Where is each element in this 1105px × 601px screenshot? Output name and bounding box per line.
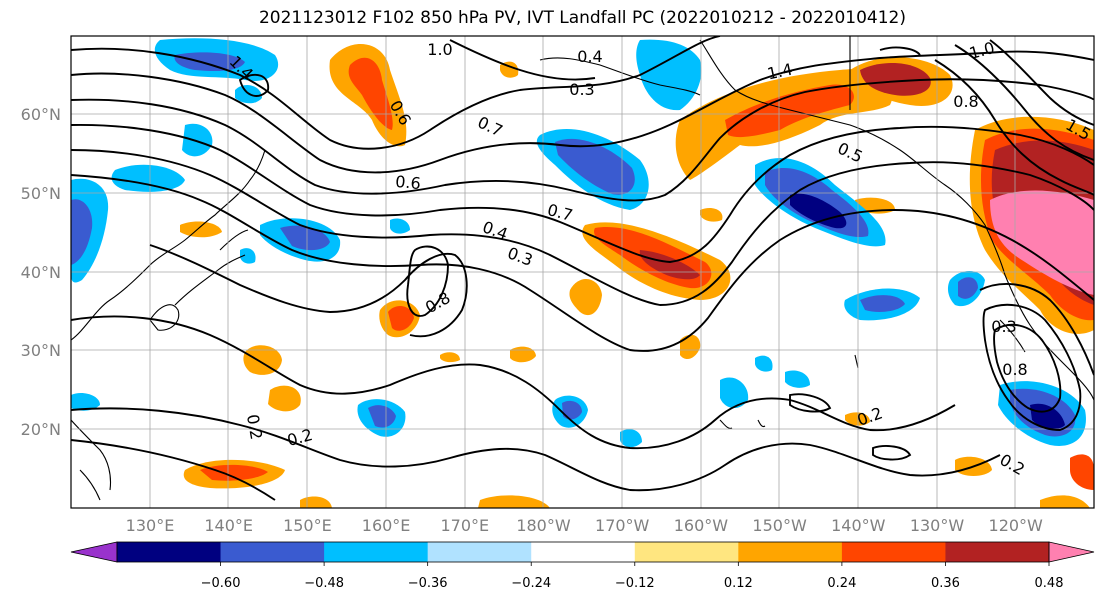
latitude-label: 60°N [21, 105, 61, 124]
colorbar-tick-label: −0.36 [408, 576, 448, 591]
longitude-label: 140°W [831, 516, 886, 535]
pv-negative-area [785, 370, 810, 388]
longitude-label: 160°W [674, 516, 729, 535]
colorbar-tick-label: −0.12 [615, 576, 655, 591]
colorbar-tick-label: 0.12 [724, 576, 753, 591]
colorbar-tick-labels: −0.60 −0.48 −0.36 −0.24 −0.12 0.12 0.24 0.36 0.4… [201, 562, 1064, 591]
longitude-label: 140°E [204, 516, 253, 535]
colorbar-segment [324, 542, 429, 562]
longitude-label: 130°W [910, 516, 965, 535]
longitude-label: 150°E [283, 516, 332, 535]
longitude-labels: 130°E 140°E 150°E 160°E 170°E 180°W 170°W 160°W… [126, 516, 1043, 535]
pv-negative-area [790, 193, 847, 229]
pv-positive-area [200, 464, 268, 481]
contour-label: 0.8 [1002, 360, 1027, 379]
latitude-label: 40°N [21, 263, 61, 282]
longitude-label: 180°W [516, 516, 571, 535]
pv-negative-area [636, 39, 702, 111]
contour-label: 0.2 [243, 413, 266, 441]
pv-positive-area [243, 345, 282, 375]
pv-positive-area [845, 412, 870, 426]
pv-positive-area [725, 84, 854, 138]
colorbar-outline [116, 541, 1050, 563]
colorbar [70, 541, 1095, 563]
pv-positive-area [569, 279, 602, 316]
pv-negative-area [280, 225, 330, 251]
map-panel: 1.0 0.40.31.41.00.80.70.60.70.40.30.51.50… [70, 35, 1095, 509]
latitude-label: 50°N [21, 184, 61, 203]
contour-label: 1.0 [427, 40, 452, 59]
colorbar-tick-label: −0.24 [511, 576, 551, 591]
contour-label: 0.4 [577, 47, 602, 66]
longitude-label: 150°W [752, 516, 807, 535]
pv-positive-area [680, 334, 701, 360]
pv-positive-area [440, 352, 460, 363]
pv-positive-area [180, 221, 222, 238]
latitude-label: 20°N [21, 420, 61, 439]
pv-negative-area [174, 52, 245, 72]
pv-positive-area [860, 63, 931, 96]
colorbar-segment [738, 542, 843, 562]
pv-positive-area [510, 346, 536, 363]
pv-negative-area [755, 355, 773, 372]
pv-negative-area [562, 400, 582, 420]
contour-label: 0.6 [395, 172, 422, 193]
contour-label: 0.3 [991, 317, 1016, 336]
pv-positive-area [1070, 454, 1094, 490]
pv-negative-area [111, 164, 185, 192]
colorbar-segment [220, 542, 325, 562]
contour-label: 0.3 [569, 80, 594, 99]
colorbar-segment [841, 542, 946, 562]
pv-positive-area [388, 306, 414, 331]
longitude-label: 130°E [126, 516, 175, 535]
colorbar-segment [117, 542, 221, 562]
pv-negative-area [1030, 403, 1065, 430]
colorbar-segment [945, 542, 1050, 562]
colorbar-tick-label: 0.24 [827, 576, 856, 591]
colorbar-extend-low [70, 541, 118, 563]
pv-negative-area [860, 295, 905, 312]
latitude-label: 30°N [21, 341, 61, 360]
colorbar-tick-label: −0.48 [304, 576, 344, 591]
pv-positive-area [1040, 495, 1090, 508]
pv-negative-area [390, 218, 410, 234]
contour-label: 1.4 [765, 60, 794, 84]
pv-negative-area [555, 138, 635, 195]
pv-negative-area [182, 123, 213, 157]
colorbar-segment [634, 542, 739, 562]
colorbar-segment [531, 542, 636, 562]
longitude-label: 160°E [362, 516, 411, 535]
pv-positive-area [300, 496, 332, 508]
pv-negative-area [71, 199, 93, 265]
pv-negative-area [368, 405, 396, 428]
pv-positive-area [700, 208, 723, 222]
pv-positive-area [348, 57, 393, 130]
colorbar-tick-label: 0.48 [1035, 576, 1064, 591]
latitude-labels: 60°N 50°N 40°N 30°N 20°N [21, 105, 61, 439]
pv-negative-area [240, 248, 256, 264]
pv-positive-area [268, 385, 301, 412]
contour-label: 0.8 [953, 92, 978, 111]
longitude-label: 170°W [595, 516, 650, 535]
colorbar-segment [427, 542, 532, 562]
ivt-contours [71, 36, 1094, 501]
chart-title: 2021123012 F102 850 hPa PV, IVT Landfall… [258, 8, 906, 28]
pv-negative-area [720, 377, 749, 409]
pv-positive-area [478, 495, 550, 508]
map-frame [70, 35, 1095, 509]
colorbar-extend-high [1048, 541, 1095, 563]
pv-positive-area [500, 61, 519, 78]
pv-negative-area [620, 429, 642, 448]
longitude-label: 170°E [440, 516, 489, 535]
colorbar-tick-label: −0.60 [201, 576, 241, 591]
pv-shading [71, 38, 1094, 508]
pv-negative-area [71, 393, 100, 411]
pv-positive-area [990, 190, 1094, 295]
pv-negative-area [958, 277, 978, 299]
colorbar-tick-label: 0.36 [931, 576, 960, 591]
longitude-label: 120°W [989, 516, 1044, 535]
